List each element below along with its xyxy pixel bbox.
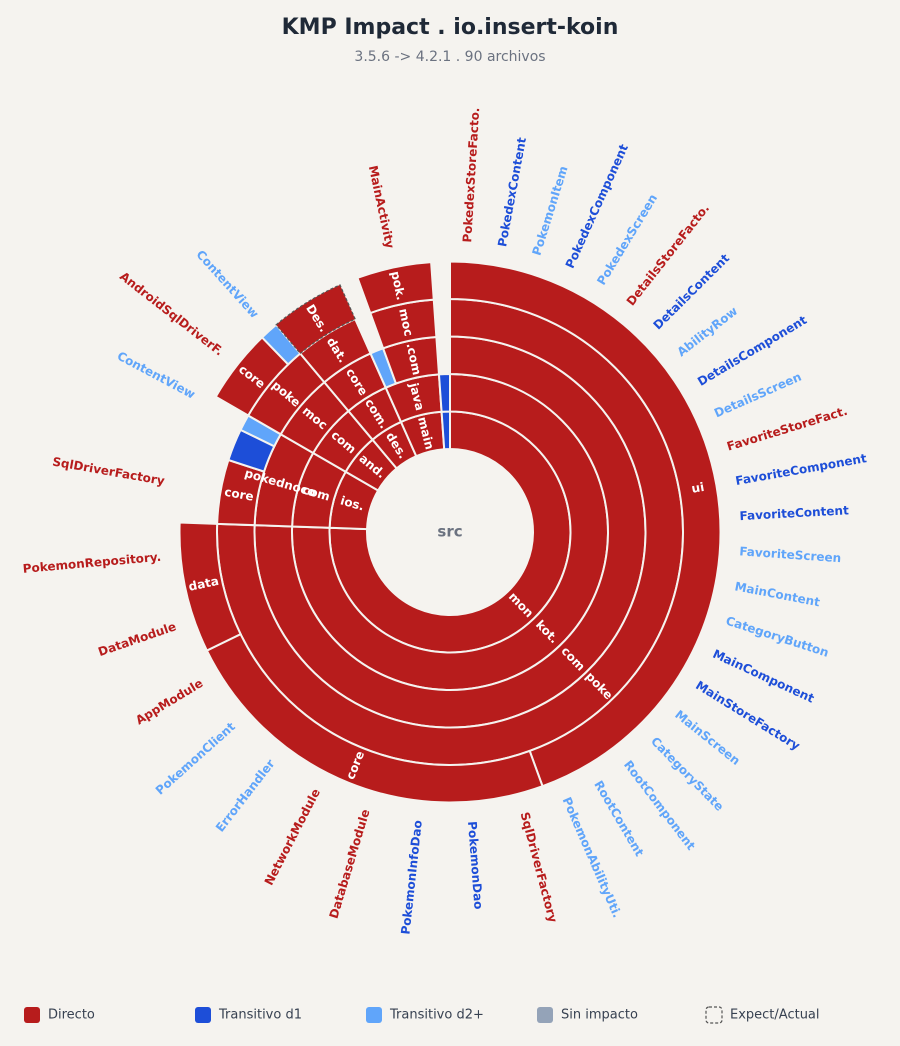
ring-label: .com	[404, 342, 424, 377]
leaf-label: FavoriteStoreFact.	[725, 404, 849, 454]
leaf-label: ErrorHandler	[213, 757, 278, 835]
legend-label: Transitivo d1	[218, 1008, 302, 1023]
leaf-label: DataModule	[96, 619, 178, 659]
legend-label: Directo	[48, 1008, 95, 1023]
ring-label: core	[223, 485, 254, 504]
leaf-label: ContentView	[115, 349, 198, 402]
leaf-label: AndroidSqlDriverF.	[117, 269, 226, 359]
legend-label: Expect/Actual	[730, 1008, 820, 1023]
leaf-label: CategoryButton	[724, 614, 830, 660]
legend-swatch	[537, 1007, 553, 1023]
segment	[356, 261, 435, 315]
center-hole	[368, 450, 532, 614]
leaf-label: PokedexStoreFacto.	[460, 107, 482, 243]
ring-label: moc	[396, 307, 415, 337]
leaf-label: ContentView	[193, 247, 261, 320]
leaf-label: PokemonDao	[465, 821, 486, 910]
segment	[275, 284, 357, 355]
leaf-label: PokemonInfoDao	[398, 819, 424, 935]
leaf-label: FavoriteComponent	[734, 451, 868, 488]
leaf-label: PokemonRepository.	[22, 550, 161, 576]
leaf-label: DetailsScreen	[712, 370, 803, 421]
leaf-label: RootContent	[591, 778, 646, 859]
chart-title: KMP Impact . io.insert-koin	[282, 15, 619, 40]
leaf-label: MainActivity	[366, 164, 397, 250]
legend-label: Transitivo d2+	[389, 1008, 484, 1023]
legend-swatch	[195, 1007, 211, 1023]
leaf-label: DatabaseModule	[327, 808, 373, 921]
leaf-label: PokemonItem	[530, 164, 571, 257]
leaf-label: SqlDriverFactory	[518, 811, 561, 925]
leaf-label: PokedexContent	[495, 136, 529, 248]
leaf-label: AbilityRow	[674, 304, 740, 359]
legend-swatch	[366, 1007, 382, 1023]
segment	[298, 317, 372, 384]
legend-label: Sin impacto	[561, 1008, 638, 1023]
leaf-label: FavoriteContent	[739, 503, 849, 523]
ring-label: ui	[690, 480, 705, 496]
ring-label: java	[406, 380, 427, 412]
leaf-label: SqlDriverFactory	[51, 455, 166, 489]
leaf-label: MainContent	[734, 579, 822, 609]
segment	[440, 410, 451, 451]
segment	[437, 372, 451, 413]
leaf-label: AppModule	[133, 676, 205, 727]
ring-label: pok.	[388, 270, 408, 302]
leaf-label: FavoriteScreen	[739, 544, 842, 565]
chart-subtitle: 3.5.6 -> 4.2.1 . 90 archivos	[354, 49, 545, 65]
center-label: src	[437, 523, 462, 541]
ring-label: data	[187, 574, 220, 594]
leaf-label: NetworkModule	[262, 786, 323, 887]
legend-swatch	[24, 1007, 40, 1023]
legend-swatch	[705, 1006, 723, 1024]
leaf-label: PokemonClient	[153, 719, 238, 797]
ring-label: ios.	[339, 493, 366, 513]
segment	[178, 521, 242, 652]
